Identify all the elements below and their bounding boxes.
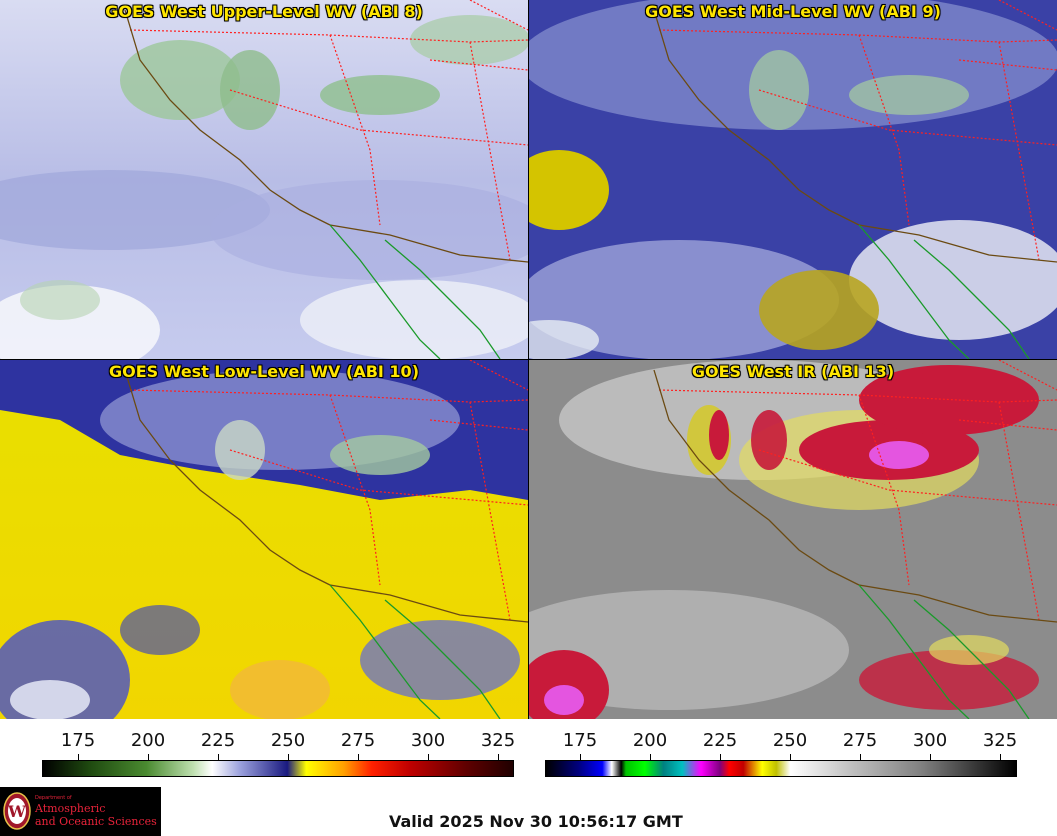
wv-color-gradient <box>42 760 514 777</box>
panel-mid-level-wv: GOES West Mid-Level WV (ABI 9) <box>529 0 1057 359</box>
wv-tick-label: 200 <box>130 730 166 751</box>
panel-upper-level-wv: GOES West Upper-Level WV (ABI 8) <box>0 0 528 359</box>
panel-ir: GOES West IR (ABI 13) <box>529 360 1057 719</box>
ir-tick-label: 275 <box>842 730 878 751</box>
logo-text: Department of Atmospheric and Oceanic Sc… <box>35 795 157 828</box>
ir-tick-mark <box>1000 754 1001 760</box>
wv-tick-mark <box>218 754 219 760</box>
wv-tick-mark <box>428 754 429 760</box>
low-level-wv-image <box>0 360 528 719</box>
wv-tick-label: 250 <box>270 730 306 751</box>
ir-tick-mark <box>860 754 861 760</box>
ir-tick-label: 200 <box>632 730 668 751</box>
wv-tick-mark <box>358 754 359 760</box>
ir-tick-label: 225 <box>702 730 738 751</box>
seal-letter: W <box>7 802 27 821</box>
wv-tick-label: 325 <box>480 730 516 751</box>
ir-tick-label: 175 <box>562 730 598 751</box>
panel-divider-horizontal <box>0 359 1057 360</box>
wv-tick-mark <box>78 754 79 760</box>
wv-tick-label: 225 <box>200 730 236 751</box>
uw-seal-icon: W <box>3 792 31 830</box>
valid-time: Valid 2025 Nov 30 10:56:17 GMT <box>389 812 683 831</box>
wv-tick-mark <box>148 754 149 760</box>
ir-tick-mark <box>720 754 721 760</box>
wv-tick-label: 300 <box>410 730 446 751</box>
panel-title-low: GOES West Low-Level WV (ABI 10) <box>108 362 419 381</box>
aos-logo: W Department of Atmospheric and Oceanic … <box>0 787 161 836</box>
ir-colorbar: 175 200 225 250 275 300 325 <box>529 722 1057 780</box>
panel-title-upper: GOES West Upper-Level WV (ABI 8) <box>105 2 423 21</box>
panel-low-level-wv: GOES West Low-Level WV (ABI 10) <box>0 360 528 719</box>
panel-title-ir: GOES West IR (ABI 13) <box>691 362 895 381</box>
satellite-image-grid: GOES West Upper-Level WV (ABI 8) <box>0 0 1057 719</box>
ir-image <box>529 360 1057 719</box>
wv-tick-label: 175 <box>60 730 96 751</box>
wv-tick-mark <box>498 754 499 760</box>
logo-dept: Department of <box>35 795 72 801</box>
wv-tick-label: 275 <box>340 730 376 751</box>
ir-tick-label: 250 <box>772 730 808 751</box>
mid-level-wv-image <box>529 0 1057 359</box>
panel-title-mid: GOES West Mid-Level WV (ABI 9) <box>645 2 941 21</box>
ir-tick-mark <box>580 754 581 760</box>
logo-line-1: Atmospheric <box>35 802 106 815</box>
logo-line-2: and Oceanic Sciences <box>35 815 157 828</box>
wv-colorbar: 175 200 225 250 275 300 325 <box>0 722 528 780</box>
ir-tick-mark <box>650 754 651 760</box>
ir-tick-label: 325 <box>982 730 1018 751</box>
upper-level-wv-image <box>0 0 528 359</box>
ir-tick-mark <box>790 754 791 760</box>
ir-tick-label: 300 <box>912 730 948 751</box>
wv-tick-mark <box>288 754 289 760</box>
ir-tick-mark <box>930 754 931 760</box>
ir-color-gradient <box>545 760 1017 777</box>
